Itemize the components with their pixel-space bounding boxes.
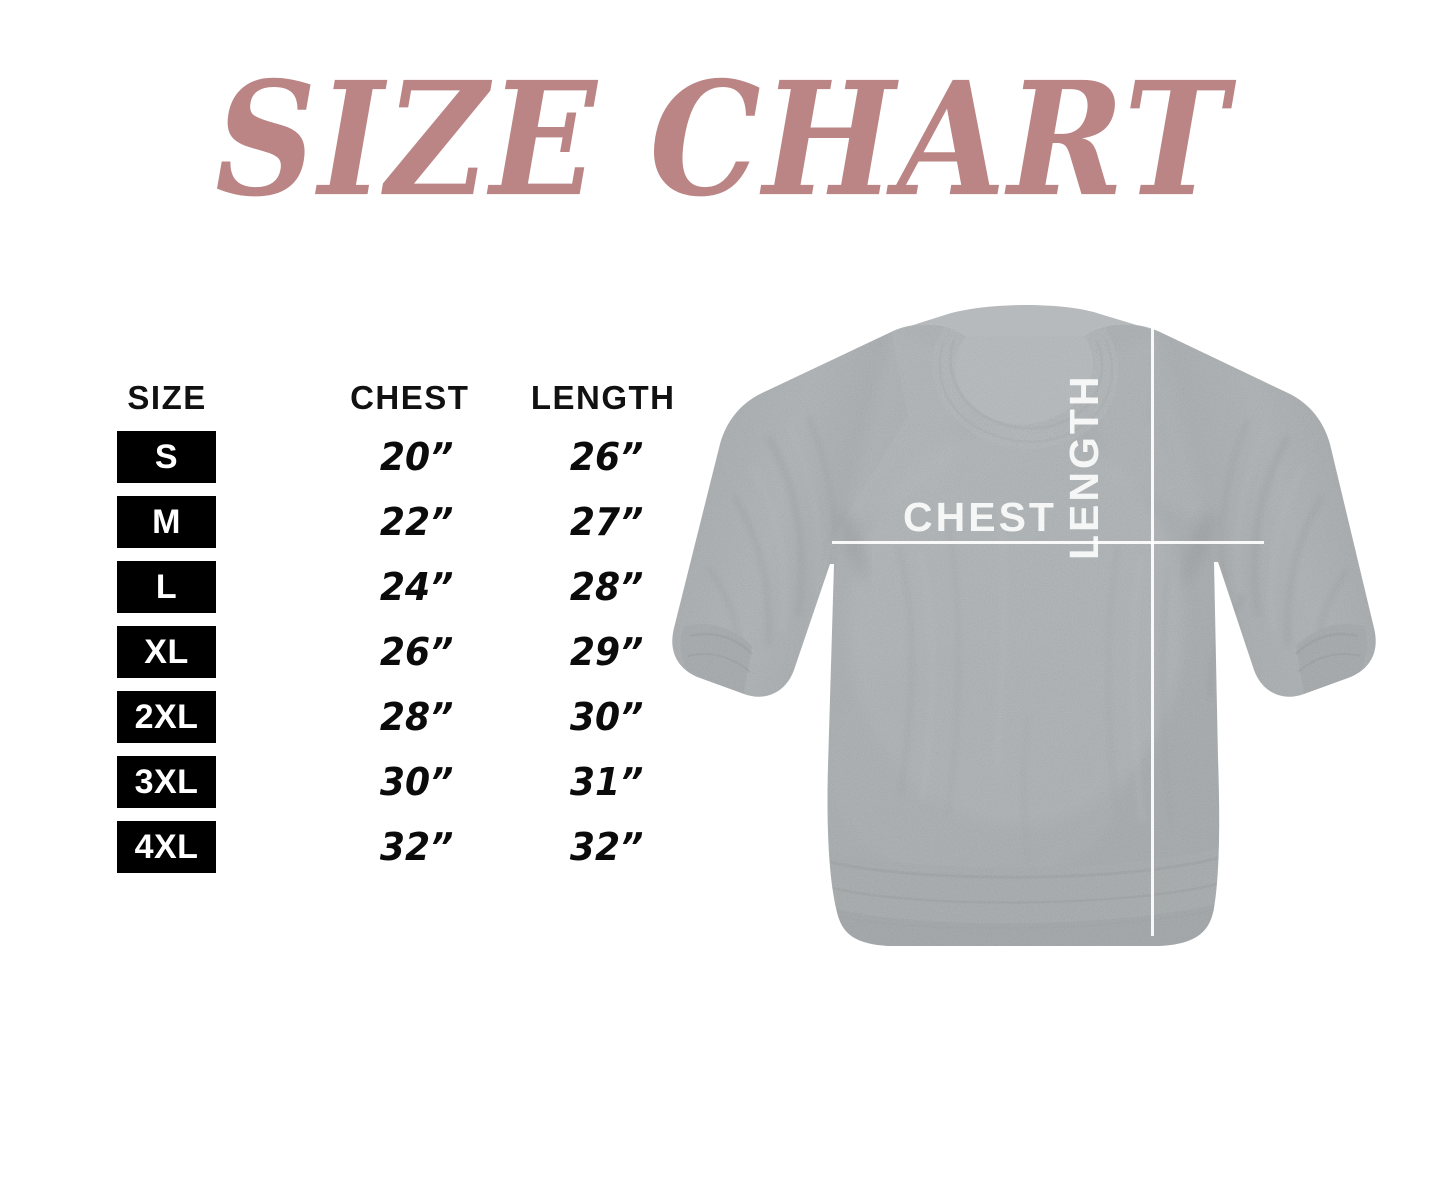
chest-value: 26” xyxy=(380,629,454,674)
chest-value: 22” xyxy=(380,499,454,544)
chest-cell: 24” xyxy=(317,568,517,606)
length-value: 32” xyxy=(570,824,644,869)
table-row: L 24” 28” xyxy=(117,554,697,619)
length-value: 29” xyxy=(570,629,644,674)
size-cell: 4XL xyxy=(117,820,317,873)
size-cell: S xyxy=(117,430,317,483)
length-guide-line xyxy=(1151,324,1154,936)
chest-value: 30” xyxy=(380,759,454,804)
length-value: 31” xyxy=(570,759,644,804)
size-badge-xl: XL xyxy=(117,625,216,678)
header-label-size: SIZE xyxy=(127,379,207,416)
size-cell: 3XL xyxy=(117,755,317,808)
chest-cell: 32” xyxy=(317,828,517,866)
length-cell: 31” xyxy=(517,763,697,801)
chest-cell: 22” xyxy=(317,503,517,541)
chest-cell: 20” xyxy=(317,438,517,476)
table-header-row: SIZE CHEST LENGTH xyxy=(117,372,697,424)
table-row: 2XL 28” 30” xyxy=(117,684,697,749)
header-cell-length: LENGTH xyxy=(530,379,676,416)
size-badge-3xl: 3XL xyxy=(117,755,216,808)
sweatshirt-photo xyxy=(648,296,1408,976)
table-row: S 20” 26” xyxy=(117,424,697,489)
table-row: 3XL 30” 31” xyxy=(117,749,697,814)
length-value: 27” xyxy=(570,499,644,544)
chest-cell: 28” xyxy=(317,698,517,736)
size-badge-4xl: 4XL xyxy=(117,820,216,873)
header-cell-size: SIZE xyxy=(117,379,312,417)
chest-guide-line xyxy=(832,541,1264,544)
chest-value: 20” xyxy=(380,434,454,479)
length-cell: 27” xyxy=(517,503,697,541)
header-cell-chest: CHEST xyxy=(350,379,470,416)
chest-value: 24” xyxy=(380,564,454,609)
chest-cell: 30” xyxy=(317,763,517,801)
length-cell: 30” xyxy=(517,698,697,736)
table-row: XL 26” 29” xyxy=(117,619,697,684)
size-chart-table: SIZE CHEST LENGTH S 20” 26” M 22” 27” L … xyxy=(117,372,697,879)
length-cell: 32” xyxy=(517,828,697,866)
chest-value: 28” xyxy=(380,694,454,739)
length-cell: 26” xyxy=(517,438,697,476)
size-badge-l: L xyxy=(117,560,216,613)
size-badge-m: M xyxy=(117,495,216,548)
size-cell: M xyxy=(117,495,317,548)
length-value: 28” xyxy=(570,564,644,609)
length-overlay-label: LENGTH xyxy=(1061,373,1107,560)
table-row: M 22” 27” xyxy=(117,489,697,554)
page-title: SIZE CHART xyxy=(215,48,1230,233)
length-value: 26” xyxy=(570,434,644,479)
chest-value: 32” xyxy=(380,824,454,869)
chest-cell: 26” xyxy=(317,633,517,671)
size-badge-2xl: 2XL xyxy=(117,690,216,743)
size-cell: 2XL xyxy=(117,690,317,743)
size-badge-s: S xyxy=(117,430,216,483)
chest-overlay-label: CHEST xyxy=(903,494,1057,540)
size-cell: L xyxy=(117,560,317,613)
length-cell: 29” xyxy=(517,633,697,671)
length-value: 30” xyxy=(570,694,644,739)
length-cell: 28” xyxy=(517,568,697,606)
size-cell: XL xyxy=(117,625,317,678)
table-row: 4XL 32” 32” xyxy=(117,814,697,879)
